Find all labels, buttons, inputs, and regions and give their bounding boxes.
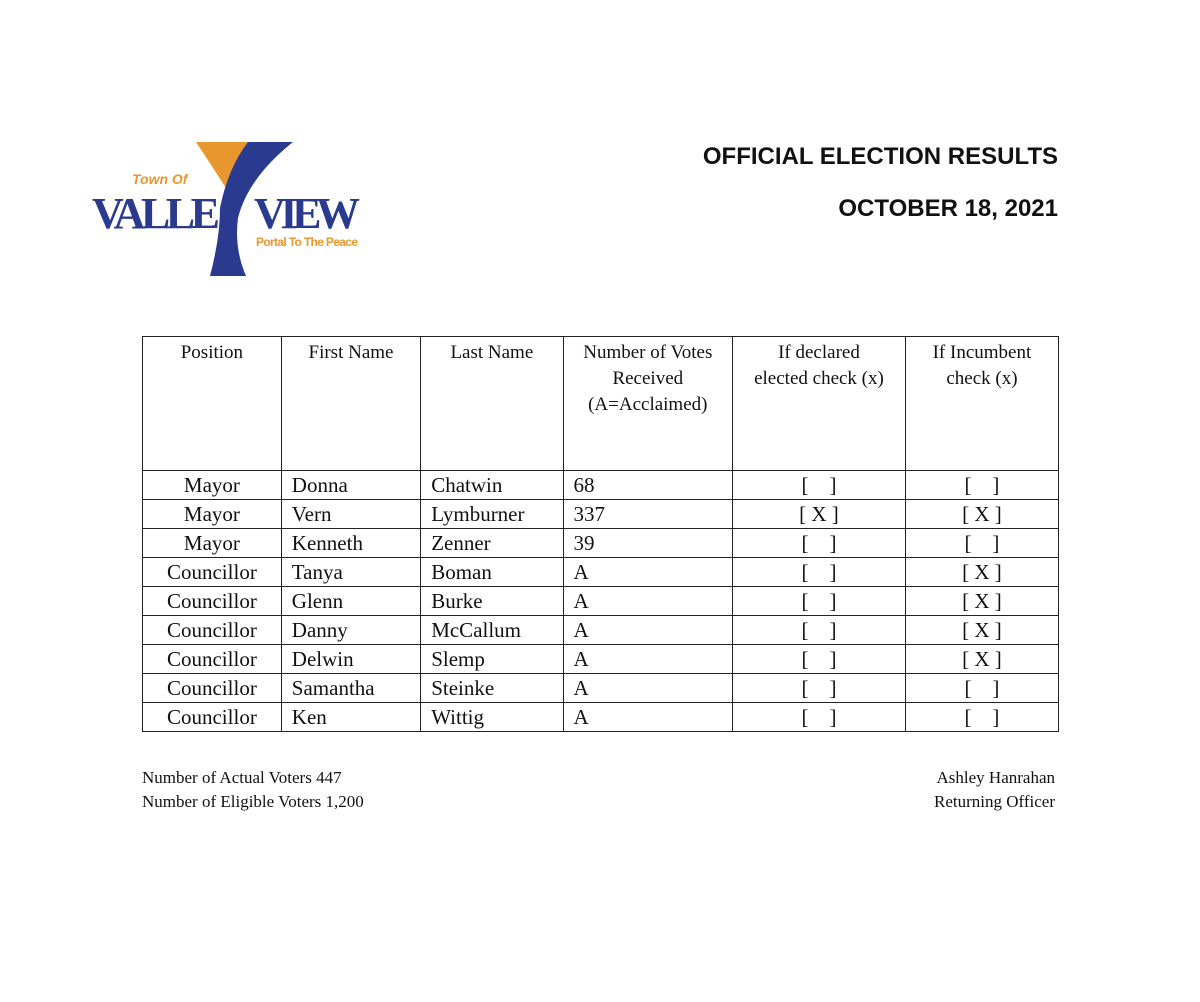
header-position: Position [142, 336, 282, 471]
cell-incumbent: [ X ] [904, 644, 1060, 674]
table-row: Councillor Ken Wittig A[ ][ ] [142, 702, 1060, 732]
cell-last: Wittig [420, 702, 564, 732]
cell-votes: A [562, 702, 734, 732]
table-row: Mayor Donna Chatwin 68[ ][ ] [142, 470, 1060, 500]
officer-title: Returning Officer [933, 792, 1055, 811]
cell-last: Boman [420, 557, 564, 587]
header-votes: Number of Votes Received (A=Acclaimed) [562, 336, 734, 471]
cell-incumbent: [ ] [904, 702, 1060, 732]
cell-position: Mayor [142, 470, 282, 500]
cell-elected: [ ] [732, 702, 906, 732]
cell-incumbent: [ X ] [904, 557, 1060, 587]
cell-votes: 39 [562, 528, 734, 558]
document-title: OFFICIAL ELECTION RESULTS [702, 143, 1058, 170]
cell-last: Zenner [420, 528, 564, 558]
cell-elected: [ ] [732, 586, 906, 616]
logo-tagline: Portal To The Peace [256, 235, 358, 249]
cell-first: Tanya [280, 557, 422, 587]
header-elected: If declared elected check (x) [732, 336, 906, 471]
cell-votes: A [562, 586, 734, 616]
table-header-row: Position First Name Last Name Number of … [142, 336, 1060, 471]
logo-valle: VALLE [92, 189, 220, 238]
cell-incumbent: [ ] [904, 470, 1060, 500]
cell-votes: 337 [562, 499, 734, 529]
table-row: Mayor Kenneth Zenner 39[ ][ ] [142, 528, 1060, 558]
returning-officer: Ashley Hanrahan Returning Officer [934, 766, 1055, 814]
cell-votes: 68 [562, 470, 734, 500]
cell-elected: [ ] [732, 557, 906, 587]
cell-votes: A [562, 644, 734, 674]
header-last-name: Last Name [420, 336, 564, 471]
cell-position: Councillor [142, 702, 282, 732]
cell-first: Ken [280, 702, 422, 732]
table-row: Councillor Danny McCallum A[ ][ X ] [142, 615, 1060, 645]
cell-position: Councillor [142, 586, 282, 616]
cell-votes: A [562, 615, 734, 645]
logo-town-of: Town Of [132, 171, 189, 187]
actual-voters: Number of Actual Voters 447 [142, 768, 342, 787]
cell-last: Steinke [420, 673, 564, 703]
header-first-name: First Name [280, 336, 422, 471]
cell-votes: A [562, 557, 734, 587]
cell-elected: [ ] [732, 644, 906, 674]
cell-position: Councillor [142, 644, 282, 674]
header-incumbent: If Incumbent check (x) [904, 336, 1060, 471]
cell-incumbent: [ X ] [904, 615, 1060, 645]
cell-position: Councillor [142, 673, 282, 703]
cell-elected: [ X ] [732, 499, 906, 529]
cell-first: Vern [280, 499, 422, 529]
cell-votes: A [562, 673, 734, 703]
cell-incumbent: [ X ] [904, 586, 1060, 616]
town-logo: Town Of VALLE VIEW Portal To The Peace [92, 142, 360, 276]
cell-elected: [ ] [732, 470, 906, 500]
cell-position: Mayor [142, 499, 282, 529]
logo-view: VIEW [254, 189, 360, 238]
cell-incumbent: [ ] [904, 528, 1060, 558]
eligible-voters: Number of Eligible Voters 1,200 [142, 792, 364, 811]
cell-elected: [ ] [732, 673, 906, 703]
cell-last: Lymburner [420, 499, 564, 529]
cell-first: Donna [280, 470, 422, 500]
table-row: Mayor Vern Lymburner 337[ X ][ X ] [142, 499, 1060, 529]
cell-position: Councillor [142, 557, 282, 587]
cell-first: Delwin [280, 644, 422, 674]
cell-last: Chatwin [420, 470, 564, 500]
cell-position: Councillor [142, 615, 282, 645]
cell-position: Mayor [142, 528, 282, 558]
cell-first: Glenn [280, 586, 422, 616]
table-row: Councillor Delwin Slemp A[ ][ X ] [142, 644, 1060, 674]
table-row: Councillor Tanya Boman A[ ][ X ] [142, 557, 1060, 587]
cell-elected: [ ] [732, 528, 906, 558]
voter-counts: Number of Actual Voters 447 Number of El… [142, 766, 364, 814]
cell-last: Slemp [420, 644, 564, 674]
cell-incumbent: [ ] [904, 673, 1060, 703]
officer-name: Ashley Hanrahan [936, 768, 1056, 787]
cell-last: Burke [420, 586, 564, 616]
results-table: Position First Name Last Name Number of … [142, 336, 1060, 732]
cell-first: Kenneth [280, 528, 422, 558]
election-date: OCTOBER 18, 2021 [838, 195, 1058, 222]
table-row: Councillor Glenn Burke A[ ][ X ] [142, 586, 1060, 616]
table-row: Councillor Samantha Steinke A[ ][ ] [142, 673, 1060, 703]
cell-incumbent: [ X ] [904, 499, 1060, 529]
cell-last: McCallum [420, 615, 564, 645]
cell-first: Danny [280, 615, 422, 645]
cell-elected: [ ] [732, 615, 906, 645]
cell-first: Samantha [280, 673, 422, 703]
